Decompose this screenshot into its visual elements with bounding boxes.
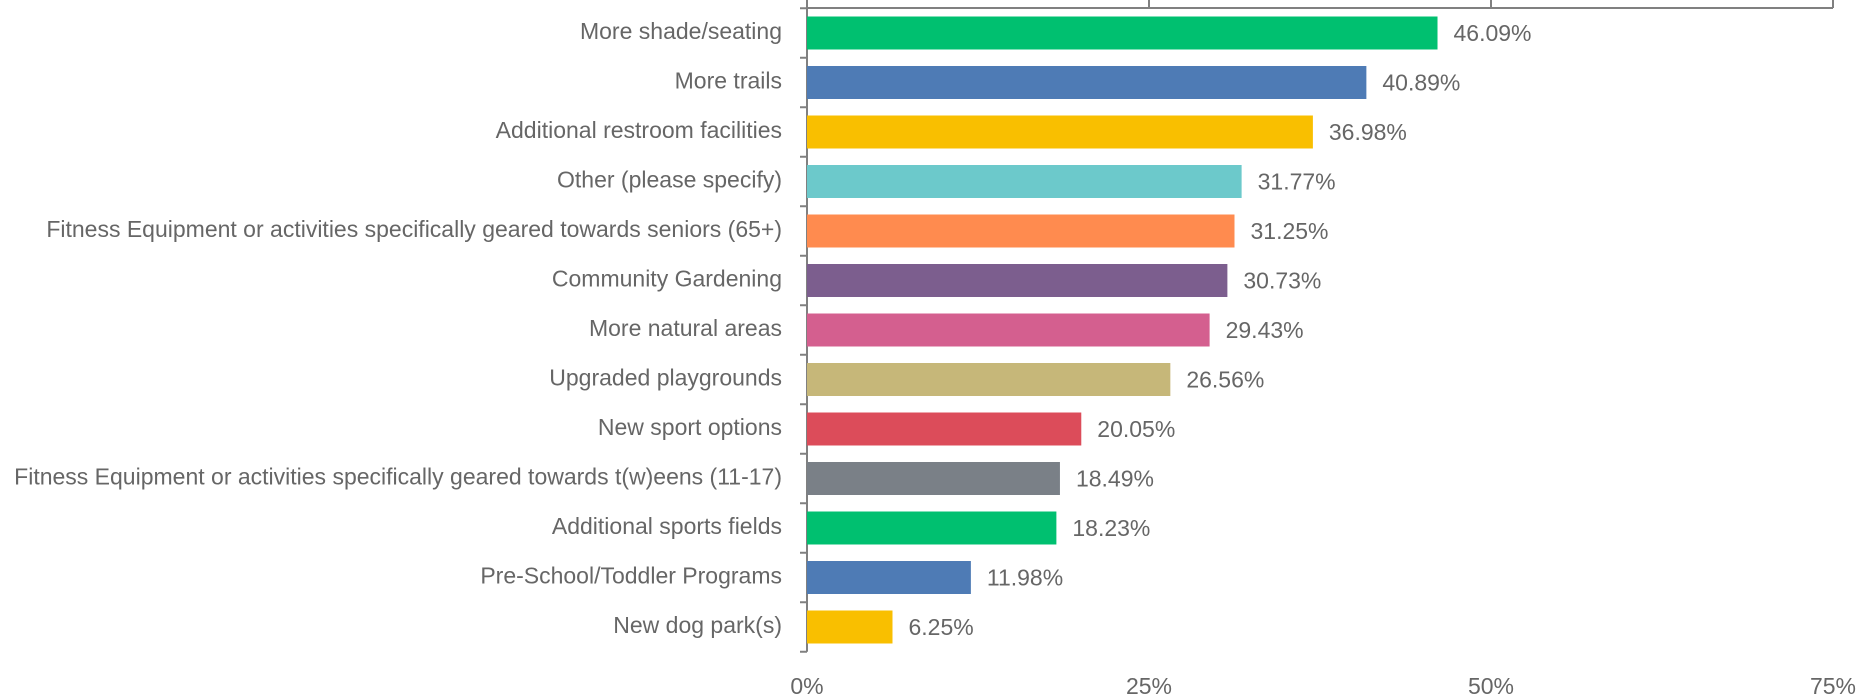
bar bbox=[807, 610, 893, 644]
value-label: 31.77% bbox=[1258, 169, 1336, 195]
value-label: 18.49% bbox=[1076, 466, 1154, 492]
x-tick-label: 25% bbox=[1126, 673, 1172, 699]
x-tick-label: 75% bbox=[1810, 673, 1856, 699]
value-label: 11.98% bbox=[987, 565, 1063, 591]
bar bbox=[807, 462, 1060, 495]
x-tick-label: 0% bbox=[790, 673, 823, 699]
category-label: Additional sports fields bbox=[552, 513, 782, 539]
bar bbox=[807, 115, 1313, 149]
category-label: Fitness Equipment or activities specific… bbox=[14, 464, 782, 490]
category-label: More natural areas bbox=[589, 315, 782, 341]
value-label: 6.25% bbox=[909, 614, 974, 640]
bar bbox=[807, 16, 1438, 50]
value-label: 40.89% bbox=[1382, 70, 1460, 96]
category-label: Pre-School/Toddler Programs bbox=[480, 563, 782, 589]
bar bbox=[807, 264, 1228, 297]
category-label: Additional restroom facilities bbox=[496, 117, 782, 143]
category-label: Other (please specify) bbox=[557, 167, 782, 193]
category-label: More trails bbox=[675, 68, 782, 94]
bar bbox=[807, 412, 1082, 446]
value-label: 26.56% bbox=[1186, 367, 1264, 393]
bar bbox=[807, 511, 1057, 545]
bar bbox=[807, 214, 1235, 248]
value-label: 30.73% bbox=[1243, 268, 1321, 294]
value-label: 18.23% bbox=[1072, 515, 1150, 541]
x-tick-label: 50% bbox=[1468, 673, 1514, 699]
category-label: Upgraded playgrounds bbox=[549, 365, 782, 391]
value-label: 36.98% bbox=[1329, 119, 1407, 145]
bar bbox=[807, 66, 1367, 99]
bar bbox=[807, 313, 1210, 347]
value-label: 46.09% bbox=[1454, 20, 1532, 46]
value-label: 31.25% bbox=[1251, 218, 1329, 244]
category-label: New sport options bbox=[598, 414, 782, 440]
bar bbox=[807, 165, 1242, 198]
category-label: Community Gardening bbox=[552, 266, 782, 292]
value-label: 29.43% bbox=[1226, 317, 1304, 343]
category-label: Fitness Equipment or activities specific… bbox=[46, 216, 782, 242]
category-label: New dog park(s) bbox=[613, 612, 782, 638]
bar bbox=[807, 363, 1171, 396]
category-label: More shade/seating bbox=[580, 18, 782, 44]
value-label: 20.05% bbox=[1097, 416, 1175, 442]
bar bbox=[807, 561, 971, 594]
